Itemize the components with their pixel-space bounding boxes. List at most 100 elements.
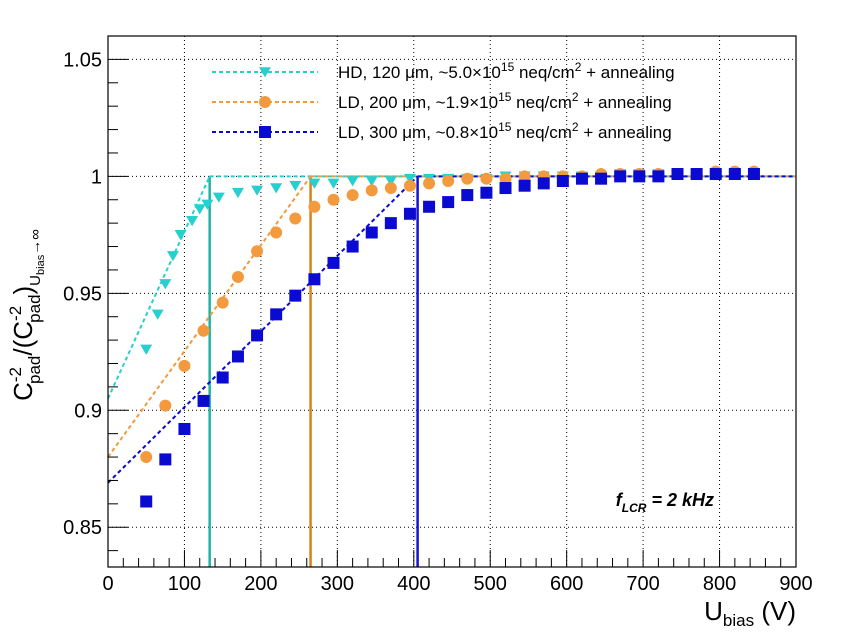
legend-hd-mid: neq/cm — [514, 63, 574, 82]
grid — [108, 36, 796, 567]
point-ld300-23 — [575, 172, 588, 185]
point-ld200-17 — [461, 172, 474, 185]
legend-ld300-mid: neq/cm — [511, 123, 571, 142]
x-tick-label-800: 800 — [703, 573, 736, 595]
y-tick-label-1.05: 1.05 — [63, 49, 102, 71]
x-tick-label-300: 300 — [321, 573, 354, 595]
y-tick-label-0.85: 0.85 — [63, 517, 102, 539]
point-ld300-4 — [216, 371, 229, 384]
point-hd-7 — [201, 199, 214, 210]
point-ld200-4 — [216, 296, 229, 309]
point-hd-14 — [327, 178, 340, 189]
point-ld300-27 — [652, 170, 665, 183]
point-ld300-30 — [709, 168, 722, 181]
point-ld300-5 — [231, 350, 244, 363]
legend-marker-shape-ld300 — [259, 126, 271, 138]
point-ld300-6 — [251, 329, 264, 342]
legend: HD, 120 μm, ~5.0×1015 neq/cm2 + annealin… — [212, 60, 675, 142]
point-ld300-21 — [537, 177, 550, 190]
legend-item-ld300: LD, 300 μm, ~0.8×1015 neq/cm2 + annealin… — [212, 120, 672, 142]
point-hd-3 — [166, 251, 179, 262]
annotation-text: = 2 kHz — [646, 490, 714, 510]
legend-ld300-end: + annealing — [579, 123, 672, 142]
point-ld300-0 — [140, 495, 153, 508]
point-ld200-8 — [289, 212, 302, 225]
point-ld200-2 — [178, 359, 191, 372]
legend-ld200-end: + annealing — [579, 93, 672, 112]
point-ld300-12 — [365, 226, 378, 239]
point-ld200-14 — [403, 179, 416, 192]
point-hd-9 — [231, 187, 244, 199]
legend-hd-sup2: 2 — [575, 60, 582, 74]
point-ld200-6 — [251, 245, 264, 258]
legend-marker-shape-hd — [259, 67, 271, 78]
annotation-flcr: fLCR = 2 kHz — [616, 490, 714, 515]
fit-rise-hd — [107, 175, 211, 399]
point-ld300-8 — [289, 289, 302, 302]
y-title-sub1: pad — [25, 356, 44, 384]
y-title-sub3: U — [27, 275, 44, 286]
point-ld300-2 — [178, 422, 191, 435]
point-ld300-3 — [197, 394, 210, 407]
point-ld200-10 — [327, 193, 340, 206]
point-hd-6 — [193, 204, 206, 215]
point-ld300-9 — [308, 273, 321, 286]
x-axis-title-unit: (V) — [754, 596, 796, 626]
y-tick-label-0.9: 0.9 — [74, 400, 102, 422]
legend-label-hd: HD, 120 μm, ~5.0×1015 neq/cm2 + annealin… — [338, 60, 675, 82]
plot-frame — [107, 35, 797, 568]
point-ld300-15 — [423, 200, 436, 213]
point-ld200-15 — [423, 177, 436, 190]
legend-ld200-sup2: 2 — [572, 90, 579, 104]
point-ld300-17 — [461, 189, 474, 202]
point-ld300-22 — [556, 175, 569, 188]
legend-hd-main: HD, 120 μm, ~5.0×10 — [338, 63, 501, 82]
point-ld300-14 — [403, 207, 416, 220]
x-tick-label-500: 500 — [474, 573, 507, 595]
point-ld300-19 — [499, 182, 512, 195]
y-title-sub4: bias — [35, 254, 47, 275]
point-ld300-20 — [518, 179, 531, 192]
x-tick-label-0: 0 — [102, 573, 113, 595]
legend-label-ld200: LD, 200 μm, ~1.9×1015 neq/cm2 + annealin… — [338, 90, 672, 112]
y-title-c1: C — [8, 382, 38, 401]
annotation-sub: LCR — [622, 501, 647, 515]
x-tick-label-400: 400 — [397, 573, 430, 595]
depletion-lines — [208, 176, 419, 567]
fit-rise-ld200 — [107, 175, 312, 458]
x-axis-title-sub: bias — [723, 611, 754, 630]
point-ld300-13 — [384, 217, 397, 230]
point-ld200-0 — [140, 451, 153, 464]
point-hd-18 — [403, 173, 416, 185]
x-axis-title: Ubias (V) — [704, 596, 796, 630]
x-tick-label-600: 600 — [550, 573, 583, 595]
y-tick-label-0.95: 0.95 — [63, 283, 102, 305]
point-ld200-5 — [231, 270, 244, 283]
point-ld300-26 — [633, 170, 646, 183]
point-ld300-28 — [671, 168, 684, 181]
point-hd-12 — [289, 180, 302, 192]
y-tick-label-1: 1 — [91, 166, 102, 188]
point-ld200-13 — [384, 182, 397, 195]
legend-ld200-sup: 15 — [498, 90, 512, 104]
point-ld300-18 — [480, 186, 493, 199]
axis-tick-labels: 0 100 200 300 400 500 600 700 800 900 0.85 0.9 0.95 1… — [63, 49, 813, 595]
legend-marker-ld200 — [259, 96, 271, 108]
point-ld300-25 — [614, 170, 627, 183]
point-hd-17 — [384, 176, 397, 187]
point-ld200-11 — [346, 189, 359, 202]
point-ld300-31 — [728, 168, 741, 181]
x-axis-title-main: U — [704, 596, 723, 626]
legend-ld200-mid: neq/cm — [511, 93, 571, 112]
point-ld200-20 — [518, 170, 531, 183]
point-ld200-7 — [270, 226, 283, 239]
y-title-sub2: pad — [25, 294, 44, 322]
x-tick-label-200: 200 — [244, 573, 277, 595]
point-ld300-11 — [346, 240, 359, 253]
point-ld200-1 — [159, 399, 172, 412]
y-title-sup2: -2 — [6, 306, 25, 321]
legend-marker-ld300 — [259, 126, 271, 138]
y-title-mid: /(C — [8, 321, 38, 356]
point-hd-4 — [174, 230, 187, 241]
